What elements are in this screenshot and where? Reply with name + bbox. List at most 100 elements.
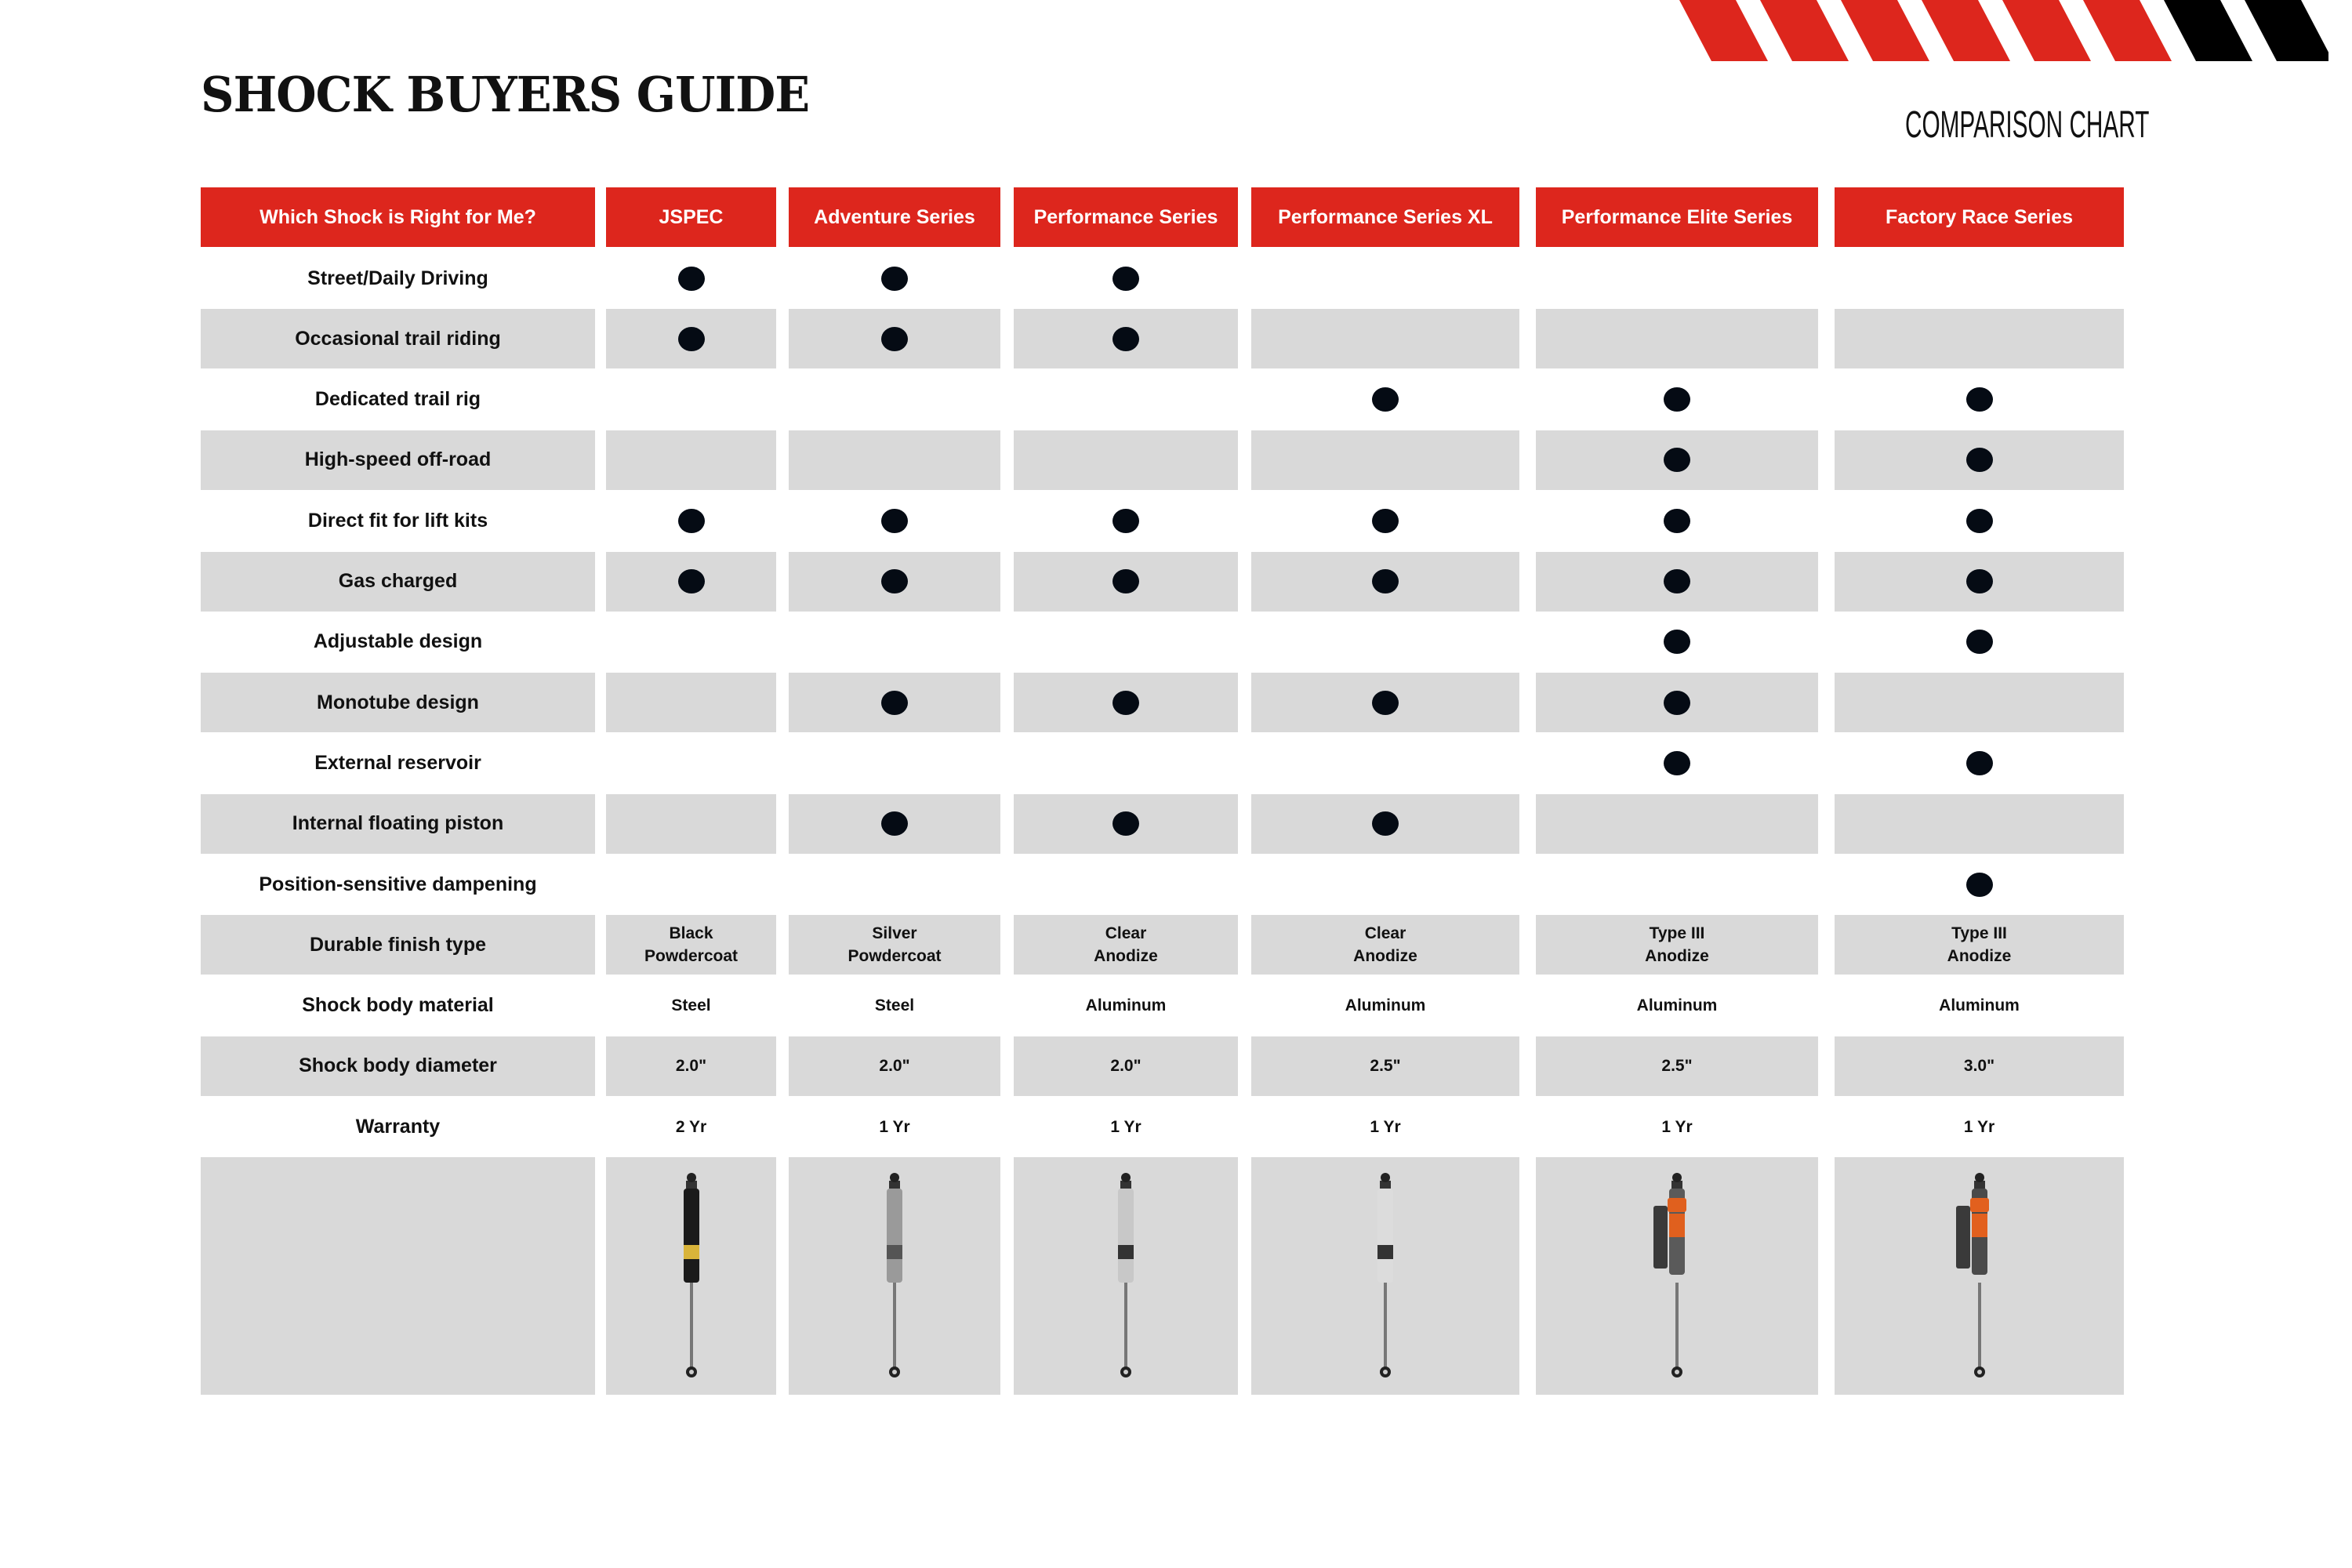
feature-cell xyxy=(1536,249,1818,308)
value-cell: Black Powdercoat xyxy=(606,915,776,975)
feature-cell xyxy=(1251,673,1519,733)
feature-cell xyxy=(606,673,776,733)
feature-cell xyxy=(1835,793,2124,854)
racing-stripes-decoration xyxy=(1679,0,2328,61)
check-dot-icon xyxy=(881,690,908,715)
feature-cell xyxy=(789,249,1000,308)
value-cell: Aluminum xyxy=(1636,996,1718,1015)
feature-cell xyxy=(1835,430,2124,490)
feature-cell xyxy=(1251,733,1519,793)
check-dot-icon xyxy=(1372,690,1399,715)
feature-cell xyxy=(1835,491,2124,550)
feature-cell xyxy=(1835,370,2124,430)
feature-cell xyxy=(606,733,776,793)
shock-silver-icon xyxy=(887,1172,902,1377)
feature-cell xyxy=(606,370,776,430)
feature-cell xyxy=(606,491,776,550)
shock-clear-xl-icon xyxy=(1377,1172,1393,1377)
stripe xyxy=(1841,0,1929,61)
feature-cell xyxy=(1014,612,1238,672)
feature-cell xyxy=(1835,309,2124,369)
row-label: Internal floating piston xyxy=(201,793,595,854)
feature-cell xyxy=(1536,855,1818,914)
stripe xyxy=(2083,0,2172,61)
feature-cell xyxy=(1014,370,1238,430)
check-dot-icon xyxy=(1664,750,1690,775)
value-cell: Type III Anodize xyxy=(1835,915,2124,975)
check-dot-icon xyxy=(1112,326,1139,351)
value-cell: 1 Yr xyxy=(1110,1117,1142,1136)
value-cell: Aluminum xyxy=(1345,996,1426,1015)
check-dot-icon xyxy=(1965,569,1993,593)
row-label: Gas charged xyxy=(201,551,595,612)
feature-cell xyxy=(1536,733,1818,793)
feature-cell xyxy=(1014,430,1238,490)
feature-cell xyxy=(1835,855,2124,914)
check-dot-icon xyxy=(881,266,908,291)
feature-cell xyxy=(1014,309,1238,369)
row-label: Shock body material xyxy=(302,994,494,1017)
value-cell: 2 Yr xyxy=(675,1117,707,1136)
check-dot-icon xyxy=(881,811,908,837)
feature-cell xyxy=(606,612,776,672)
column-header: Adventure Series xyxy=(789,187,1000,247)
header-cell: Which Shock is Right for Me? xyxy=(201,187,595,247)
value-cell: Steel xyxy=(874,996,915,1015)
feature-cell xyxy=(1835,733,2124,793)
feature-cell xyxy=(1014,733,1238,793)
feature-cell xyxy=(789,551,1000,612)
row-label: Monotube design xyxy=(201,673,595,733)
feature-cell xyxy=(789,855,1000,914)
feature-cell xyxy=(789,309,1000,369)
feature-cell xyxy=(1014,673,1238,733)
value-cell: 2.5" xyxy=(1251,1036,1519,1096)
value-cell: 1 Yr xyxy=(1661,1117,1693,1136)
feature-cell xyxy=(1536,370,1818,430)
shock-elite-icon xyxy=(1653,1172,1686,1377)
feature-cell xyxy=(1251,430,1519,490)
feature-cell xyxy=(1835,249,2124,308)
check-dot-icon xyxy=(1965,508,1993,533)
check-dot-icon xyxy=(677,326,705,351)
check-dot-icon xyxy=(1112,690,1139,715)
row-label: High-speed off-road xyxy=(201,430,595,490)
check-dot-icon xyxy=(1372,569,1399,593)
feature-cell xyxy=(1251,793,1519,854)
stripe xyxy=(2002,0,2091,61)
check-dot-icon xyxy=(677,508,705,533)
check-dot-icon xyxy=(1372,508,1399,533)
column-header: JSPEC xyxy=(606,187,776,247)
feature-cell xyxy=(606,309,776,369)
value-cell: Type III Anodize xyxy=(1536,915,1818,975)
product-image xyxy=(1835,1157,2124,1395)
page-title: SHOCK BUYERS GUIDE xyxy=(201,66,810,123)
feature-cell xyxy=(1251,370,1519,430)
feature-cell xyxy=(1014,491,1238,550)
feature-cell xyxy=(1251,309,1519,369)
shock-clear-icon xyxy=(1118,1172,1134,1377)
check-dot-icon xyxy=(677,266,705,291)
value-cell: 2.0" xyxy=(789,1036,1000,1096)
feature-cell xyxy=(1251,551,1519,612)
value-cell: 2.5" xyxy=(1536,1036,1818,1096)
product-image xyxy=(1536,1157,1818,1395)
value-cell: 1 Yr xyxy=(1370,1117,1401,1136)
check-dot-icon xyxy=(1664,508,1690,533)
feature-cell xyxy=(789,612,1000,672)
value-cell: 2.0" xyxy=(606,1036,776,1096)
product-image xyxy=(1014,1157,1238,1395)
row-label: Occasional trail riding xyxy=(201,309,595,369)
check-dot-icon xyxy=(1112,811,1139,837)
column-header: Performance Series XL xyxy=(1251,187,1519,247)
stripe xyxy=(2164,0,2252,61)
check-dot-icon xyxy=(881,326,908,351)
row-label: Shock body diameter xyxy=(201,1036,595,1096)
value-cell: 3.0" xyxy=(1835,1036,2124,1096)
row-label: Durable finish type xyxy=(201,915,595,975)
feature-cell xyxy=(606,855,776,914)
check-dot-icon xyxy=(1664,387,1690,412)
feature-cell xyxy=(1536,309,1818,369)
check-dot-icon xyxy=(1965,448,1993,473)
feature-cell xyxy=(606,430,776,490)
shock-race-icon xyxy=(1955,1172,1989,1377)
